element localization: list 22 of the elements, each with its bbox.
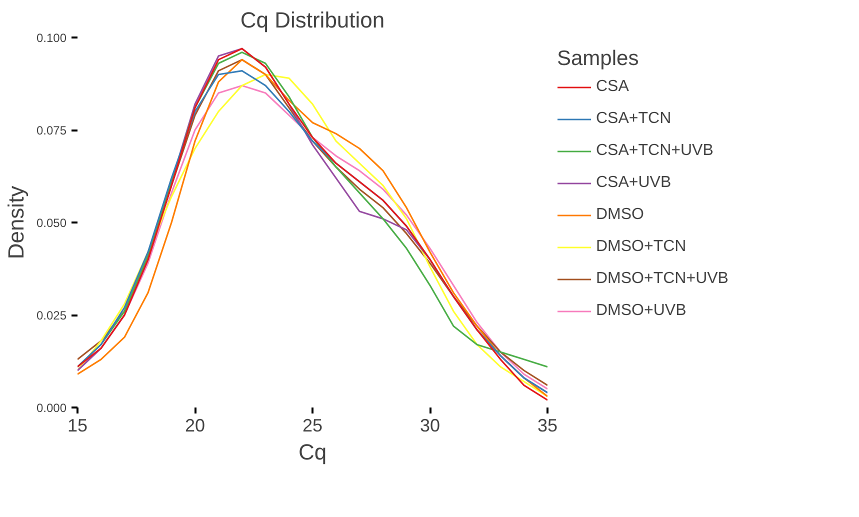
y-tick-label: 0.100 bbox=[36, 31, 67, 45]
x-tick-label: 20 bbox=[184, 416, 206, 436]
x-tick-label: 30 bbox=[420, 416, 440, 436]
legend-label: DMSO bbox=[596, 205, 644, 225]
legend-label: CSA bbox=[596, 77, 629, 97]
x-axis-title: Cq bbox=[298, 440, 327, 464]
legend-label: DMSO+UVB bbox=[596, 301, 686, 321]
y-axis-title: Density bbox=[3, 186, 28, 260]
y-tick-label: 0.000 bbox=[36, 401, 67, 415]
x-tick-label: 25 bbox=[302, 416, 323, 436]
legend-label: DMSO+TCN bbox=[596, 237, 686, 257]
legend-label: CSA+UVB bbox=[596, 173, 672, 193]
y-tick-label: 0.050 bbox=[36, 216, 67, 230]
y-tick-label: 0.025 bbox=[36, 308, 67, 322]
x-tick-label: 15 bbox=[67, 416, 88, 436]
chart-title: Cq Distribution bbox=[240, 8, 385, 32]
legend-label: CSA+TCN bbox=[596, 109, 672, 129]
y-tick-label: 0.075 bbox=[36, 124, 67, 138]
x-tick-label: 35 bbox=[537, 416, 558, 436]
legend-title: Samples bbox=[557, 47, 640, 71]
legend-label: DMSO+TCN+UVB bbox=[596, 269, 728, 289]
legend-label: CSA+TCN+UVB bbox=[596, 141, 714, 161]
